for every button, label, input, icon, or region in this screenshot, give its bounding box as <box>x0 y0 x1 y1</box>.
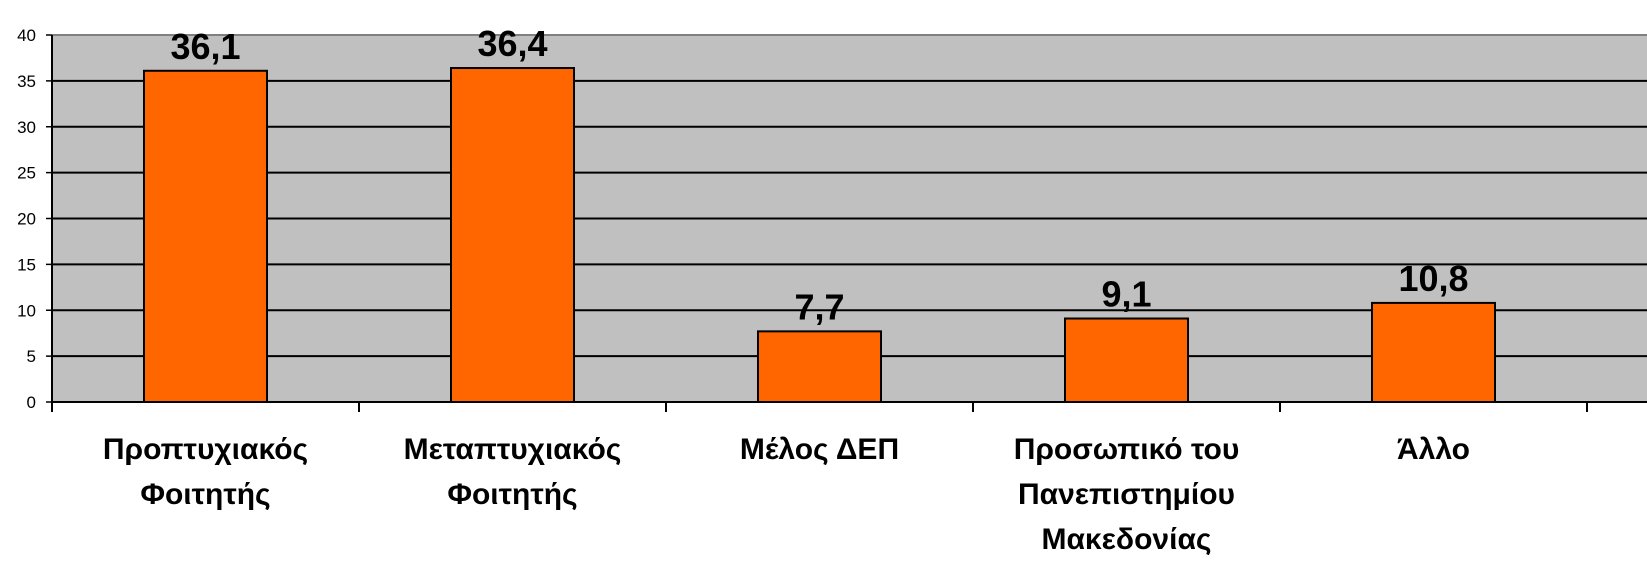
category-label: Μέλος ΔΕΠ <box>740 433 899 466</box>
category-label: Μεταπτυχιακός <box>404 433 622 466</box>
category-label: Προσωπικό του <box>1014 433 1240 466</box>
y-tick-label: 10 <box>17 301 36 320</box>
data-label: 36,4 <box>477 23 547 64</box>
y-tick-label: 0 <box>27 393 36 412</box>
category-label: Μακεδονίας <box>1042 523 1212 556</box>
y-tick-label: 30 <box>17 118 36 137</box>
data-label: 10,8 <box>1398 258 1468 299</box>
y-tick-label: 5 <box>27 347 36 366</box>
bars <box>143 67 1496 404</box>
y-tick-label: 35 <box>17 72 36 91</box>
y-tick-label: 25 <box>17 164 36 183</box>
y-tick-label: 20 <box>17 210 36 229</box>
bar <box>143 69 268 403</box>
y-axis: 0 5 10 15 20 25 30 35 40 <box>17 26 53 412</box>
gridlines <box>52 34 1647 358</box>
bar <box>1064 317 1189 404</box>
y-tick-label: 15 <box>17 255 36 274</box>
category-label: Φοιτητής <box>447 478 577 511</box>
data-label: 36,1 <box>170 26 240 67</box>
category-label: Πανεπιστημίου <box>1018 478 1235 511</box>
category-labels: Προπτυχιακός Φοιτητής Μεταπτυχιακός Φοιτητή… <box>103 433 1470 556</box>
category-label: Φοιτητής <box>140 478 270 511</box>
data-label: 7,7 <box>794 286 844 327</box>
y-tick-label: 40 <box>17 26 36 45</box>
data-labels: 36,1 36,4 7,7 9,1 10,8 <box>170 23 1468 327</box>
bar <box>1371 301 1496 403</box>
data-label: 9,1 <box>1101 274 1151 315</box>
bar <box>757 330 882 404</box>
category-label: Προπτυχιακός <box>103 433 308 466</box>
x-axis <box>51 401 1647 412</box>
bar <box>450 67 575 403</box>
category-label: Άλλο <box>1397 433 1470 466</box>
